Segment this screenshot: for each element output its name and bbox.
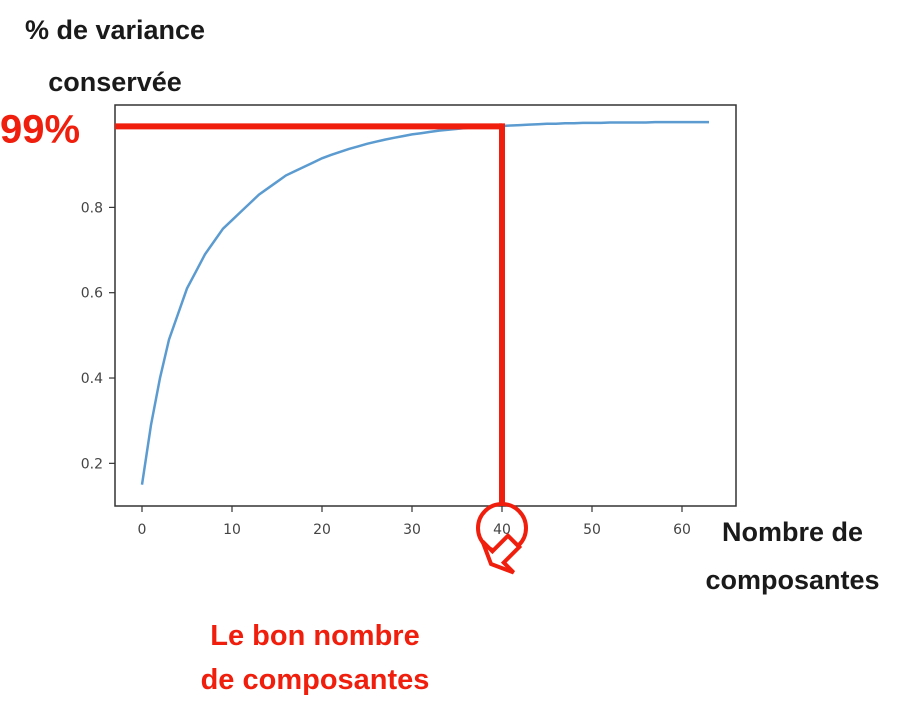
annotation-line-2: de composantes bbox=[200, 664, 430, 696]
x-axis-title-line-1: Nombre de bbox=[721, 517, 864, 547]
x-tick-label: 60 bbox=[673, 522, 691, 538]
y-axis-title-line-2: conservée bbox=[48, 67, 182, 97]
arrow-icon bbox=[480, 532, 523, 575]
y-axis-title: % de variance conservée bbox=[0, 4, 230, 108]
y-tick-label: 0.2 bbox=[81, 456, 103, 472]
x-axis-title-line-2: composantes bbox=[705, 565, 880, 595]
x-tick-label: 0 bbox=[138, 522, 147, 538]
x-axis-title: Nombre de composantes bbox=[690, 508, 895, 604]
annotation-text: Le bon nombre de composantes bbox=[150, 614, 480, 702]
annotation-line-1: Le bon nombre bbox=[210, 620, 420, 652]
y-tick-label: 0.6 bbox=[81, 286, 103, 302]
y-tick-label: 0.8 bbox=[81, 200, 103, 216]
x-tick-label: 30 bbox=[403, 522, 421, 538]
x-tick-label: 50 bbox=[583, 522, 601, 538]
threshold-label: 99% bbox=[0, 107, 80, 151]
cumulative-variance-line bbox=[140, 120, 709, 485]
x-tick-label: 10 bbox=[223, 522, 241, 538]
x-tick-label: 40 bbox=[493, 522, 511, 538]
axis-ticks: 0 10 20 30 40 50 60 0.2 0.4 0.6 0.8 bbox=[81, 200, 691, 538]
x-tick-label: 20 bbox=[313, 522, 331, 538]
y-axis-title-line-1: % de variance bbox=[24, 15, 206, 45]
y-tick-label: 0.4 bbox=[81, 371, 103, 387]
highlight-overlay: 99% bbox=[0, 107, 528, 575]
plot-frame bbox=[114, 104, 737, 507]
